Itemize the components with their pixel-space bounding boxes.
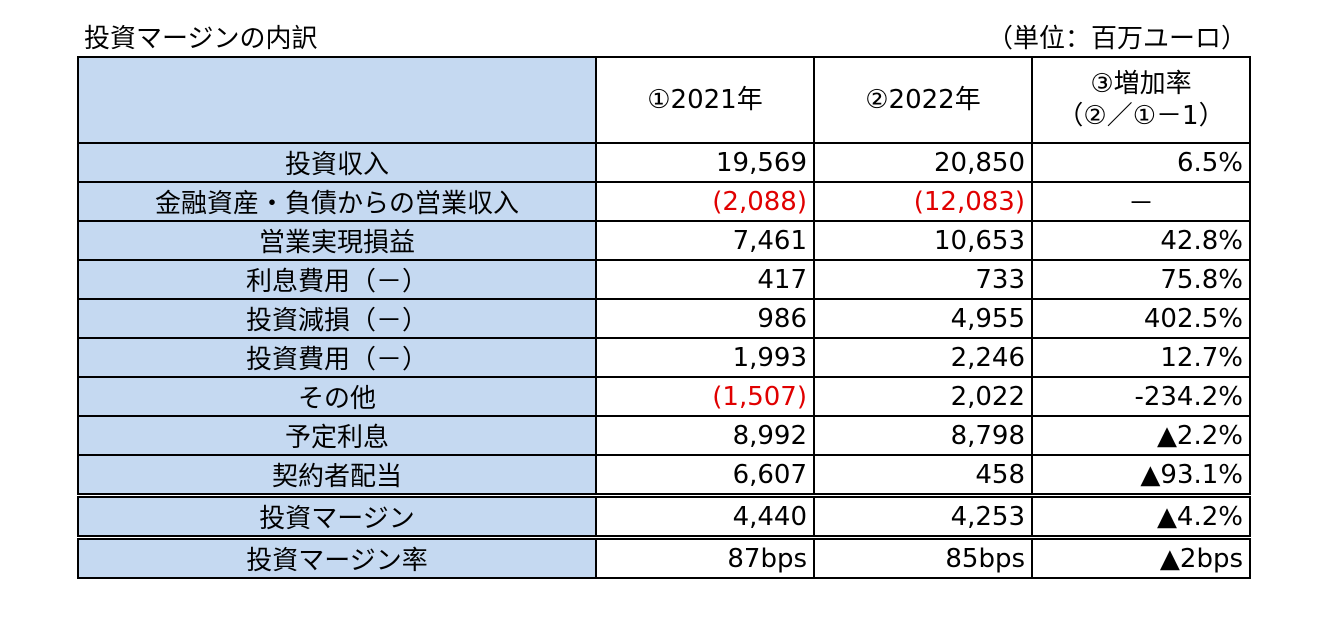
table-title: 投資マージンの内訳 (84, 24, 318, 54)
value-2021: 1,993 (595, 337, 815, 378)
investment-margin-table: ①2021年 ②2022年 ③増加率 （②／①－1） 投資収入 19,569 2… (77, 56, 1251, 579)
value-2022: (12,083) (813, 181, 1033, 222)
value-2022: 2,246 (813, 337, 1033, 378)
value-2021: 7,461 (595, 220, 815, 261)
table-row: 投資減損（－） 986 4,955 402.5% (77, 298, 1251, 339)
value-2021: (2,088) (595, 181, 815, 222)
header-rate: ③増加率 （②／①－1） (1031, 56, 1251, 144)
value-2022: 20,850 (813, 142, 1033, 183)
row-label: 契約者配当 (77, 454, 597, 497)
row-label: 投資費用（－） (77, 337, 597, 378)
row-label: 投資マージン率 (77, 535, 597, 579)
value-rate: ▲2.2% (1031, 415, 1251, 456)
table-row: 投資費用（－） 1,993 2,246 12.7% (77, 337, 1251, 378)
row-label: 投資減損（－） (77, 298, 597, 339)
value-rate: 6.5% (1031, 142, 1251, 183)
value-rate: ▲2bps (1031, 535, 1251, 579)
table-row: 投資収入 19,569 20,850 6.5% (77, 142, 1251, 183)
value-2021: 8,992 (595, 415, 815, 456)
value-2021: (1,507) (595, 376, 815, 417)
value-2022: 8,798 (813, 415, 1033, 456)
header-2021: ①2021年 (595, 56, 815, 144)
value-2022: 2,022 (813, 376, 1033, 417)
table-row: 金融資産・負債からの営業収入 (2,088) (12,083) － (77, 181, 1251, 222)
value-2021: 417 (595, 259, 815, 300)
table-row: その他 (1,507) 2,022 -234.2% (77, 376, 1251, 417)
row-label: 投資マージン (77, 493, 597, 539)
header-rate-line1: ③増加率 (1090, 69, 1192, 99)
table-row: 予定利息 8,992 8,798 ▲2.2% (77, 415, 1251, 456)
value-2022: 85bps (813, 535, 1033, 579)
header-2022: ②2022年 (813, 56, 1033, 144)
row-label: その他 (77, 376, 597, 417)
row-label: 営業実現損益 (77, 220, 597, 261)
value-2021: 19,569 (595, 142, 815, 183)
value-rate: -234.2% (1031, 376, 1251, 417)
value-2022: 458 (813, 454, 1033, 497)
header-corner (77, 56, 597, 144)
header-rate-line2: （②／①－1） (1057, 101, 1225, 131)
header-row: ①2021年 ②2022年 ③増加率 （②／①－1） (77, 56, 1251, 144)
value-2022: 733 (813, 259, 1033, 300)
table-row: 投資マージン 4,440 4,253 ▲4.2% (77, 493, 1251, 539)
value-rate: 75.8% (1031, 259, 1251, 300)
row-label: 投資収入 (77, 142, 597, 183)
value-2021: 4,440 (595, 493, 815, 539)
value-2022: 4,253 (813, 493, 1033, 539)
table-row: 投資マージン率 87bps 85bps ▲2bps (77, 535, 1251, 579)
table-row: 契約者配当 6,607 458 ▲93.1% (77, 454, 1251, 497)
row-label: 利息費用（－） (77, 259, 597, 300)
value-2021: 6,607 (595, 454, 815, 497)
value-rate: ▲93.1% (1031, 454, 1251, 497)
row-label: 金融資産・負債からの営業収入 (77, 181, 597, 222)
row-label: 予定利息 (77, 415, 597, 456)
value-2022: 10,653 (813, 220, 1033, 261)
unit-label: （単位：百万ユーロ） (986, 24, 1247, 54)
table-row: 利息費用（－） 417 733 75.8% (77, 259, 1251, 300)
value-rate: ▲4.2% (1031, 493, 1251, 539)
value-rate: 12.7% (1031, 337, 1251, 378)
value-2021: 87bps (595, 535, 815, 579)
value-rate: 402.5% (1031, 298, 1251, 339)
value-rate: － (1031, 181, 1251, 222)
value-2021: 986 (595, 298, 815, 339)
value-2022: 4,955 (813, 298, 1033, 339)
table-row: 営業実現損益 7,461 10,653 42.8% (77, 220, 1251, 261)
value-rate: 42.8% (1031, 220, 1251, 261)
